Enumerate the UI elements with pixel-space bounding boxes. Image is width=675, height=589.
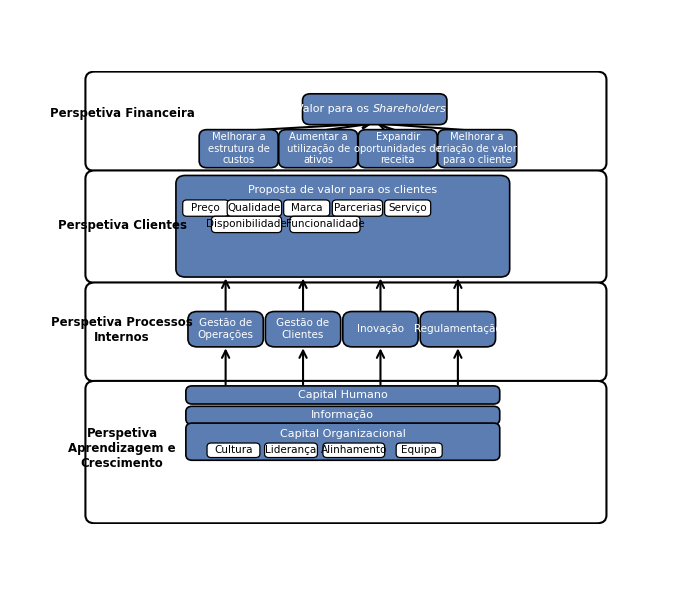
FancyBboxPatch shape bbox=[396, 443, 442, 458]
FancyBboxPatch shape bbox=[265, 443, 317, 458]
Text: Informação: Informação bbox=[311, 411, 375, 421]
FancyBboxPatch shape bbox=[86, 283, 606, 381]
FancyBboxPatch shape bbox=[211, 216, 281, 233]
FancyBboxPatch shape bbox=[188, 312, 263, 347]
FancyBboxPatch shape bbox=[176, 176, 510, 277]
FancyBboxPatch shape bbox=[86, 170, 606, 283]
Text: Disponibilidade: Disponibilidade bbox=[206, 220, 287, 230]
FancyBboxPatch shape bbox=[265, 312, 341, 347]
Text: Cultura: Cultura bbox=[214, 445, 252, 455]
FancyBboxPatch shape bbox=[227, 200, 281, 216]
Text: Funcionalidade: Funcionalidade bbox=[286, 220, 364, 230]
FancyBboxPatch shape bbox=[186, 423, 500, 460]
Text: Regulamentação: Regulamentação bbox=[414, 324, 502, 334]
Text: Expandir
oportunidades de
receita: Expandir oportunidades de receita bbox=[354, 132, 441, 166]
Text: Capital Humano: Capital Humano bbox=[298, 390, 387, 400]
Text: Gestão de
Clientes: Gestão de Clientes bbox=[277, 319, 329, 340]
Text: Marca: Marca bbox=[291, 203, 323, 213]
Text: Inovação: Inovação bbox=[357, 324, 404, 334]
Text: Equipa: Equipa bbox=[402, 445, 437, 455]
Text: Capital Organizacional: Capital Organizacional bbox=[280, 429, 406, 439]
Text: Perspetiva Financeira: Perspetiva Financeira bbox=[49, 107, 194, 120]
FancyBboxPatch shape bbox=[199, 130, 278, 168]
FancyBboxPatch shape bbox=[343, 312, 418, 347]
Text: Gestão de
Operações: Gestão de Operações bbox=[198, 319, 254, 340]
Text: Proposta de valor para os clientes: Proposta de valor para os clientes bbox=[248, 184, 437, 194]
FancyBboxPatch shape bbox=[358, 130, 437, 168]
FancyBboxPatch shape bbox=[284, 200, 329, 216]
FancyBboxPatch shape bbox=[186, 386, 500, 404]
FancyBboxPatch shape bbox=[290, 216, 360, 233]
FancyBboxPatch shape bbox=[186, 406, 500, 425]
Text: Perspetiva
Aprendizagem e
Crescimento: Perspetiva Aprendizagem e Crescimento bbox=[68, 426, 176, 469]
FancyBboxPatch shape bbox=[183, 200, 229, 216]
Text: Liderança: Liderança bbox=[265, 445, 317, 455]
FancyBboxPatch shape bbox=[302, 94, 447, 125]
Text: Valor para os: Valor para os bbox=[296, 104, 373, 114]
Text: Alinhamento: Alinhamento bbox=[321, 445, 387, 455]
Text: Preço: Preço bbox=[192, 203, 220, 213]
FancyBboxPatch shape bbox=[86, 381, 606, 523]
Text: Melhorar a
estrutura de
custos: Melhorar a estrutura de custos bbox=[208, 132, 269, 166]
FancyBboxPatch shape bbox=[86, 72, 606, 171]
FancyBboxPatch shape bbox=[207, 443, 260, 458]
Text: Parcerias: Parcerias bbox=[333, 203, 381, 213]
Text: Aumentar a
utilização de
ativos: Aumentar a utilização de ativos bbox=[287, 132, 350, 166]
FancyBboxPatch shape bbox=[279, 130, 358, 168]
Text: Perspetiva Processos
Internos: Perspetiva Processos Internos bbox=[51, 316, 193, 344]
FancyBboxPatch shape bbox=[438, 130, 517, 168]
FancyBboxPatch shape bbox=[421, 312, 495, 347]
FancyBboxPatch shape bbox=[385, 200, 431, 216]
FancyBboxPatch shape bbox=[332, 200, 383, 216]
Text: Shareholders: Shareholders bbox=[373, 104, 446, 114]
Text: Serviço: Serviço bbox=[388, 203, 427, 213]
Text: Melhorar a
criação de valor
para o cliente: Melhorar a criação de valor para o clien… bbox=[437, 132, 517, 166]
FancyBboxPatch shape bbox=[323, 443, 385, 458]
Text: Qualidade: Qualidade bbox=[227, 203, 281, 213]
Text: Perspetiva Clientes: Perspetiva Clientes bbox=[57, 219, 186, 232]
